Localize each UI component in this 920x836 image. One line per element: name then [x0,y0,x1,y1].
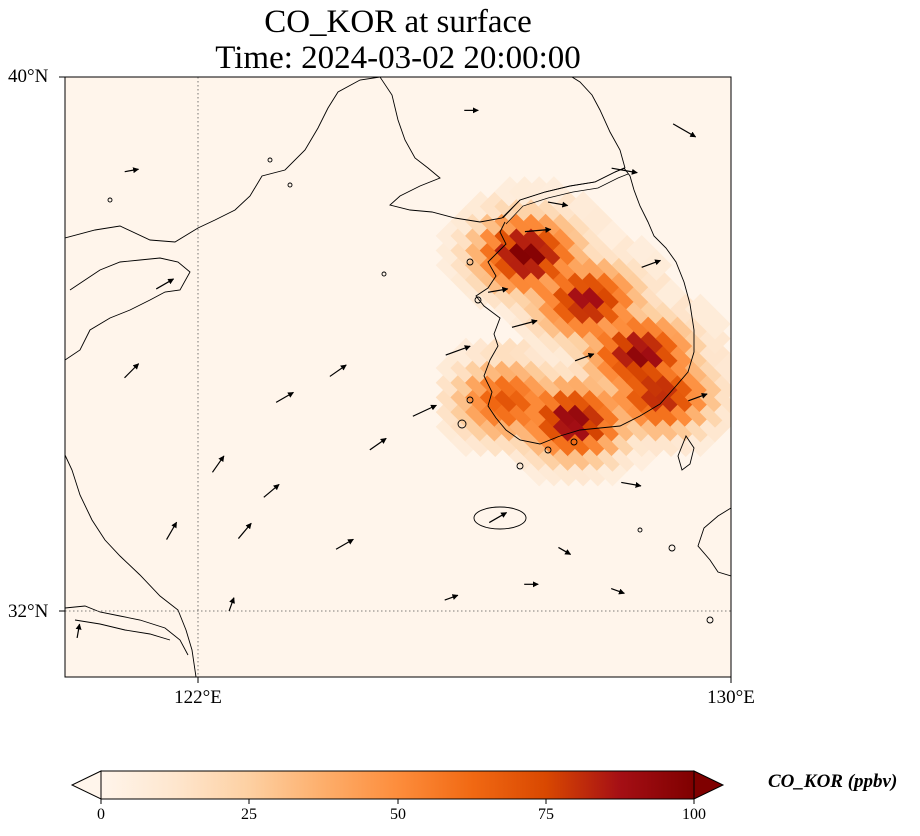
wind-arrow [124,167,140,174]
border-lines [502,167,629,225]
wind-arrow [237,522,252,539]
wind-arrow [211,455,225,473]
wind-arrow [558,546,572,555]
wind-arrow [75,623,82,639]
field-cell [699,308,731,340]
y-tick-label-32: 32°N [8,601,49,622]
wind-arrow [547,201,569,208]
colorbar-gradient [101,771,694,799]
map-title-line-2: Time: 2024-03-02 20:00:00 [215,40,581,76]
wind-arrow [275,391,294,403]
field-cell [714,352,731,384]
wind-arrow [672,123,697,138]
wind-arrow [511,319,538,328]
wind-arrow [228,597,235,612]
wind-vectors [75,107,708,639]
wind-arrow [610,588,625,595]
colorbar-label-100: 100 [682,806,706,823]
map-title-line-1: CO_KOR at surface [264,4,532,40]
colorbar-label-0: 0 [97,806,105,823]
wind-arrow [524,226,552,233]
concentration-field [435,176,731,487]
colorbar-max-extend [693,770,725,800]
colorbar-label-25: 25 [241,806,257,823]
field-cell [728,367,731,399]
colorbar-title: CO_KOR (ppbv) [768,771,898,792]
wind-arrow [166,521,178,540]
axis-ticks [59,76,732,683]
x-tick-label-130: 130°E [707,687,755,708]
wind-arrow [335,538,354,550]
wind-arrow [574,352,595,362]
map-frame [64,76,732,678]
colorbar [70,770,725,804]
x-tick-label-122: 122°E [174,687,222,708]
wind-arrow [445,345,471,356]
wind-arrow [688,393,708,402]
wind-arrow [487,286,509,293]
wind-arrow [263,483,280,498]
colorbar-min-extend [70,770,102,800]
wind-arrow [488,512,508,524]
y-tick-label-40: 40°N [8,66,49,87]
wind-arrow [621,481,642,488]
colorbar-label-50: 50 [390,806,406,823]
wind-arrow [155,278,175,290]
wind-arrow [611,167,638,175]
wind-arrow [412,404,437,417]
wind-arrow [124,363,140,379]
gridlines [65,77,731,677]
wind-arrow [641,259,662,268]
wind-arrow [444,594,459,601]
wind-arrow [369,437,387,451]
wind-arrow [329,364,347,377]
field-cell [728,381,731,413]
colorbar-label-75: 75 [538,806,554,823]
